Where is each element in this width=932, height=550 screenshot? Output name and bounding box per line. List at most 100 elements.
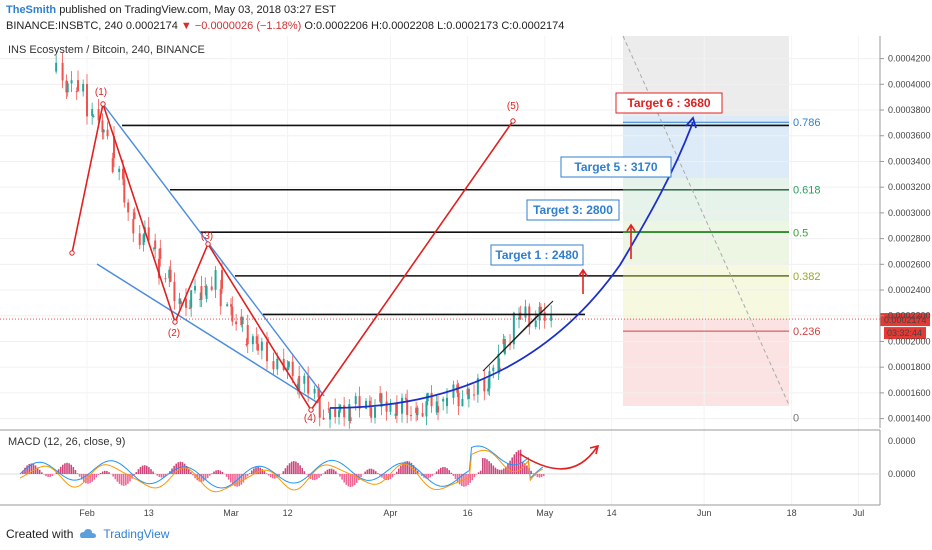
- macd-histogram-bar: [519, 449, 522, 474]
- price-tick-label: 0.0002000: [888, 336, 931, 346]
- fib-level-label: 0.786: [793, 117, 821, 129]
- macd-histogram-bar: [452, 474, 455, 476]
- author-name[interactable]: TheSmith: [6, 4, 57, 16]
- candle-body: [487, 388, 490, 392]
- macd-histogram-bar: [282, 471, 285, 474]
- macd-histogram-bar: [24, 467, 26, 474]
- publish-info: published on TradingView.com, May 03, 20…: [59, 4, 336, 16]
- macd-histogram-bar: [486, 459, 488, 474]
- candle-body: [286, 367, 289, 370]
- candle-body: [421, 413, 424, 417]
- macd-histogram-bar: [133, 474, 135, 476]
- macd-histogram-bar: [240, 474, 243, 485]
- macd-histogram-bar: [118, 474, 121, 484]
- candle-body: [127, 202, 130, 213]
- price-tick-label: 0.0001800: [888, 362, 931, 372]
- macd-histogram-bar: [293, 461, 295, 474]
- macd-histogram-bar: [141, 465, 144, 474]
- candle-body: [435, 401, 438, 413]
- macd-histogram-bar: [540, 474, 543, 478]
- candle-body: [550, 314, 553, 321]
- candle-body: [138, 233, 141, 245]
- candle-body: [142, 234, 145, 245]
- price-tick-label: 0.0003400: [888, 156, 931, 166]
- macd-histogram-bar: [152, 471, 154, 474]
- tradingview-link[interactable]: TradingView: [103, 527, 170, 541]
- macd-histogram-bar: [286, 465, 289, 474]
- macd-histogram-bar: [301, 468, 303, 474]
- candle-body: [82, 84, 85, 92]
- last-price: 0.0002174: [125, 20, 178, 32]
- candle-body: [483, 378, 486, 392]
- macd-histogram-bar: [374, 471, 377, 474]
- candle-body: [113, 136, 116, 159]
- macd-histogram-bar: [482, 458, 484, 474]
- candle-body: [219, 288, 222, 307]
- macd-histogram-bar: [332, 469, 335, 474]
- macd-histogram-bar: [288, 463, 291, 474]
- macd-histogram-bar: [267, 474, 270, 476]
- close-value: C:0.0002174: [501, 20, 565, 32]
- candle-body: [86, 95, 88, 117]
- macd-histogram-bar: [343, 474, 345, 483]
- macd-histogram-bar: [385, 474, 387, 481]
- macd-histogram-bar: [104, 470, 106, 474]
- macd-histogram-bar: [377, 473, 379, 474]
- macd-histogram-bar: [297, 462, 299, 474]
- time-tick-label: Jun: [697, 508, 712, 518]
- candle-body: [66, 83, 69, 93]
- macd-histogram-bar: [106, 471, 108, 474]
- macd-histogram-bar: [129, 474, 131, 482]
- candle-body: [241, 316, 244, 325]
- candle-body: [122, 168, 125, 180]
- macd-histogram-bar: [76, 473, 79, 474]
- time-tick-label: 18: [787, 508, 797, 518]
- target-box: [526, 199, 620, 221]
- candle-body: [266, 341, 269, 362]
- candle-body: [539, 306, 542, 313]
- macd-histogram-bar: [446, 468, 448, 474]
- high-value: H:0.0002208: [371, 20, 435, 32]
- time-tick-label: 16: [463, 508, 473, 518]
- macd-line: [19, 445, 544, 489]
- target-label: Target 6 : 3680: [627, 96, 710, 110]
- candle-body: [502, 339, 505, 345]
- macd-histogram-bar: [209, 474, 211, 476]
- macd-histogram-bar: [238, 474, 240, 487]
- price-tick-label: 0.0003200: [888, 182, 931, 192]
- time-tick-label: Feb: [79, 508, 95, 518]
- macd-histogram-bar: [211, 473, 213, 474]
- macd-histogram-bar: [526, 465, 528, 474]
- macd-arrow-head: [589, 444, 600, 455]
- candle-body: [245, 344, 248, 346]
- macd-histogram-bar: [500, 469, 503, 474]
- candle-body: [334, 408, 337, 417]
- macd-histogram-bar: [32, 464, 35, 474]
- macd-histogram-bar: [26, 465, 28, 474]
- macd-histogram-bar: [97, 474, 100, 476]
- candle-body: [349, 417, 352, 422]
- candle-body: [343, 405, 346, 418]
- macd-histogram-bar: [431, 474, 434, 476]
- macd-histogram-bar: [47, 474, 49, 477]
- time-tick-label: 13: [144, 508, 154, 518]
- price-tick-label: 0.0003800: [888, 105, 931, 115]
- quote-line: BINANCE:INSBTC, 240 0.0002174 ▼ −0.00000…: [6, 20, 564, 32]
- macd-histogram-bar: [74, 470, 77, 474]
- macd-histogram-bar: [517, 450, 520, 474]
- macd-histogram-bar: [404, 461, 406, 474]
- macd-histogram-bar: [244, 474, 247, 480]
- macd-histogram-bar: [221, 471, 224, 474]
- macd-histogram-bar: [87, 474, 89, 484]
- tradingview-logo-icon: [80, 529, 97, 538]
- macd-histogram-bar: [150, 469, 152, 474]
- candle-body: [374, 407, 377, 418]
- macd-histogram-bar: [225, 474, 228, 477]
- macd-histogram-bar: [400, 465, 402, 474]
- macd-histogram-bar: [78, 474, 81, 477]
- candle-body: [543, 312, 546, 321]
- macd-histogram-bar: [444, 467, 446, 474]
- candle-body: [509, 344, 512, 346]
- macd-histogram-bar: [200, 474, 203, 482]
